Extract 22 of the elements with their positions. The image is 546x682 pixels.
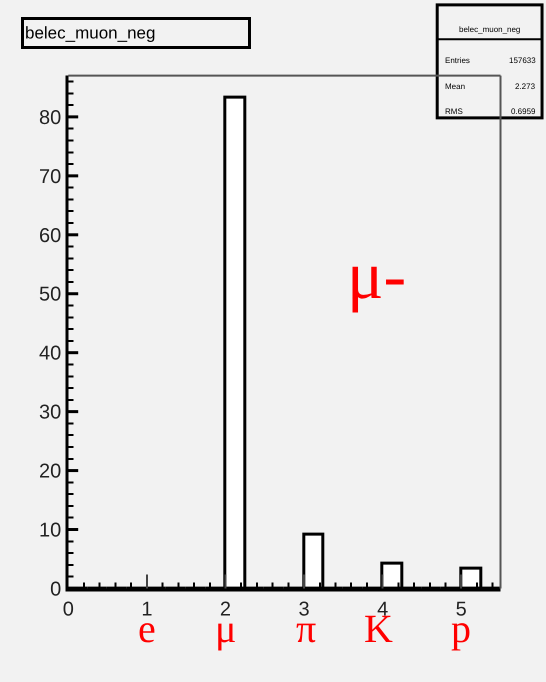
x-tick-label: 3: [298, 598, 310, 620]
text: belec_muon_neg: [459, 25, 520, 34]
text: Entries: [445, 56, 470, 65]
annotation: RMS: [445, 107, 463, 116]
x-tick-label: 2: [220, 598, 232, 620]
y-tick-label: 40: [39, 342, 62, 365]
text: 157633: [509, 56, 536, 65]
y-tick-label: 30: [39, 402, 62, 424]
y-tick-label: 80: [39, 106, 62, 129]
y-tick-label: 10: [39, 520, 62, 542]
annotation: Mean: [445, 82, 466, 91]
text: 2.273: [515, 82, 536, 91]
y-tick-label: 50: [39, 284, 62, 306]
x-tick-label: 5: [456, 598, 467, 620]
y-tick-label: 70: [39, 166, 62, 188]
y-tick-label: 20: [39, 460, 62, 483]
text: 0.6959: [511, 107, 536, 116]
y-tick-label: 0: [50, 578, 62, 600]
y-tick-label: 60: [39, 224, 62, 247]
annotation: μ-: [347, 237, 406, 313]
chart-title: belec_muon_neg: [25, 24, 156, 42]
x-tick-label: 1: [141, 598, 152, 620]
